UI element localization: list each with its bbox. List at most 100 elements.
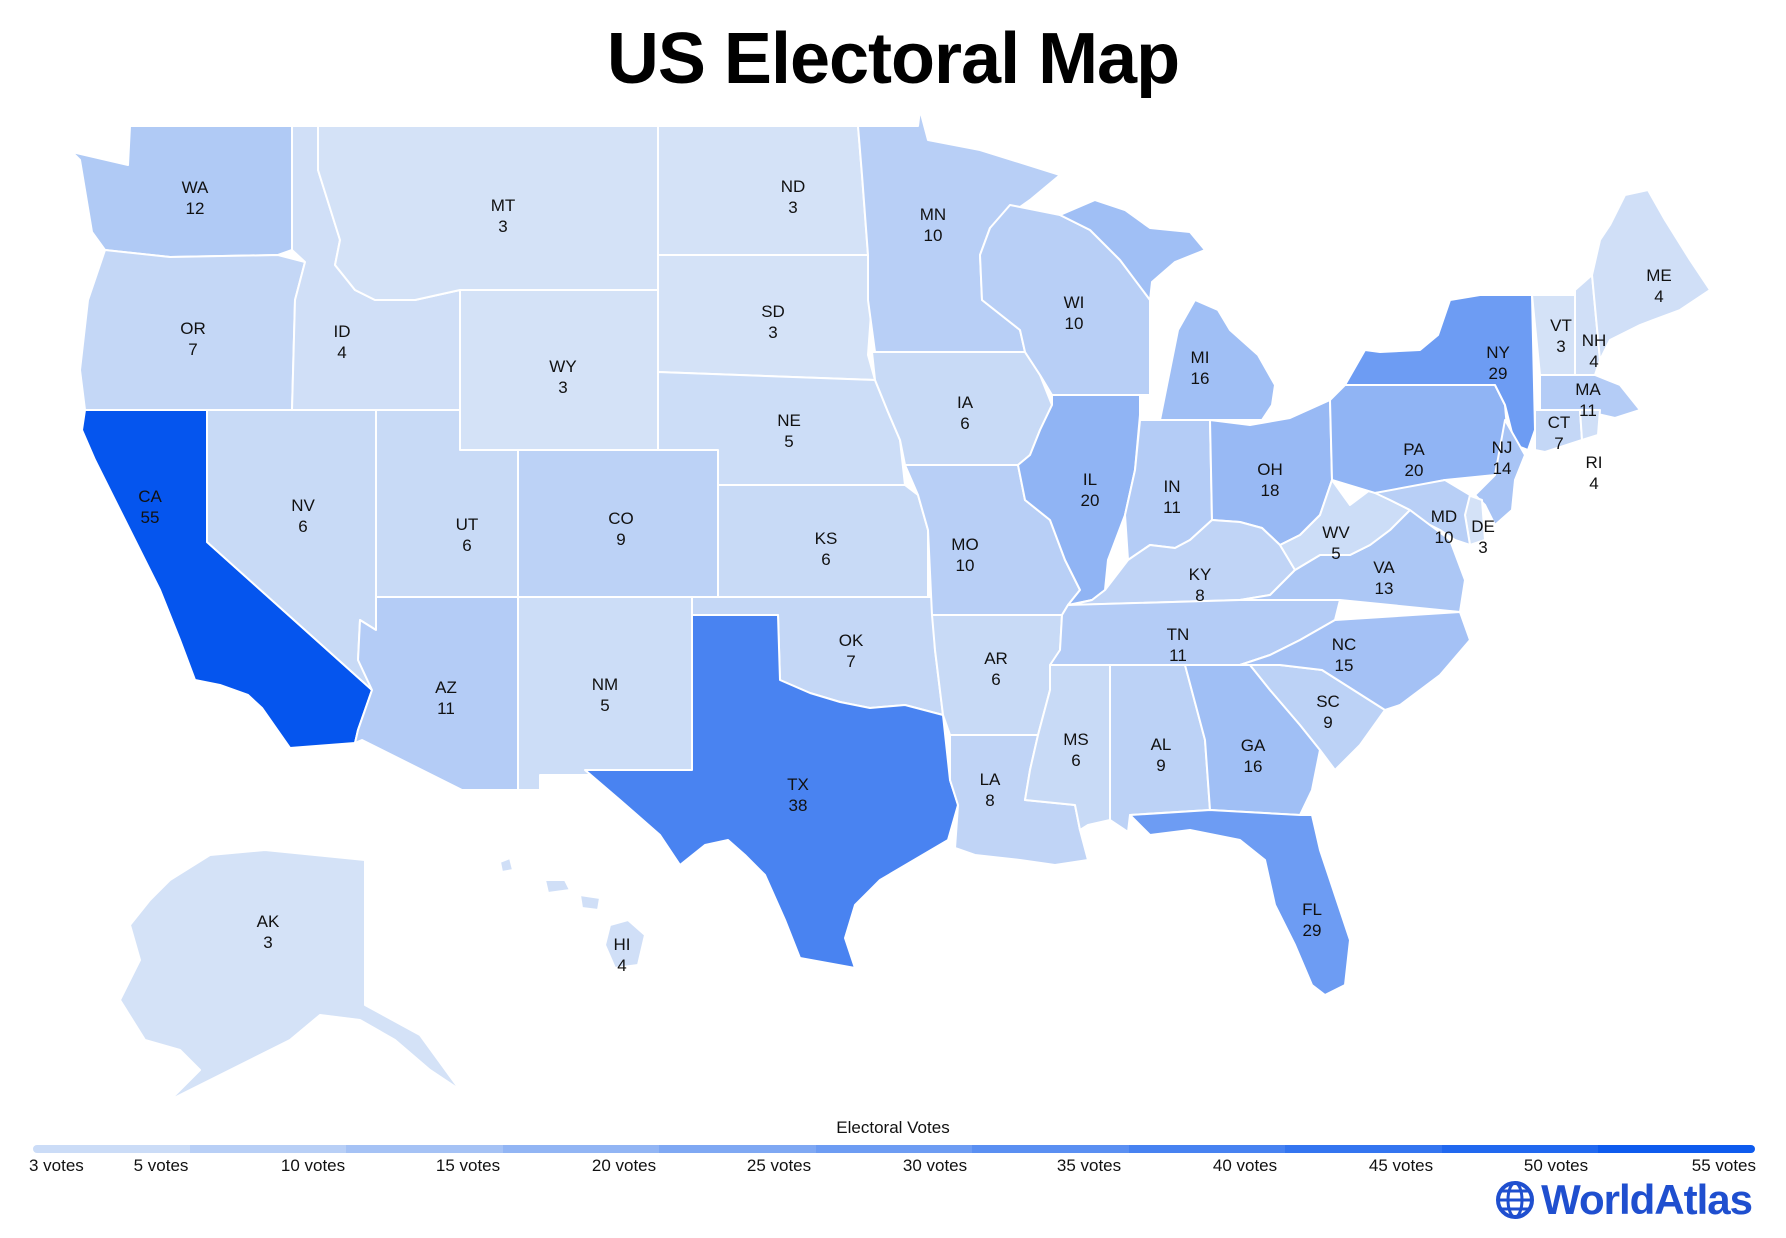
brand-name: WorldAtlas (1541, 1176, 1753, 1223)
state-votes-il: 20 (1081, 491, 1100, 510)
state-votes-mt: 3 (498, 217, 507, 236)
state-label-de: DE (1471, 517, 1495, 536)
state-label-wa: WA (182, 178, 209, 197)
state-label-va: VA (1373, 558, 1395, 577)
legend-tick: 10 votes (280, 1156, 346, 1175)
state-votes-sc: 9 (1323, 713, 1332, 732)
state-shape-ny[interactable] (1344, 294, 1536, 451)
legend-tick: 35 votes (1056, 1156, 1122, 1175)
state-label-wi: WI (1064, 293, 1085, 312)
legend-tick: 55 votes (1691, 1156, 1756, 1175)
state-votes-nd: 3 (788, 198, 797, 217)
state-votes-in: 11 (1163, 498, 1181, 517)
state-votes-ak: 3 (263, 933, 272, 952)
state-label-tx: TX (787, 775, 809, 794)
state-label-mo: MO (951, 535, 978, 554)
state-votes-ms: 6 (1071, 751, 1080, 770)
state-label-wv: WV (1322, 523, 1350, 542)
legend-title: Electoral Votes (836, 1118, 950, 1137)
state-votes-wv: 5 (1331, 544, 1340, 563)
state-shape-nc[interactable] (1239, 611, 1471, 711)
state-label-or: OR (180, 319, 206, 338)
state-shape-ak[interactable] (119, 849, 461, 1101)
state-label-sd: SD (761, 302, 785, 321)
state-label-az: AZ (435, 678, 457, 697)
state-label-in: IN (1164, 477, 1181, 496)
state-votes-ma: 11 (1579, 401, 1597, 420)
state-label-il: IL (1083, 470, 1097, 489)
state-shape-hi[interactable] (499, 857, 646, 969)
legend-segment (1128, 1145, 1286, 1153)
state-label-ok: OK (839, 631, 864, 650)
state-label-me: ME (1646, 266, 1672, 285)
state-votes-ar: 6 (991, 670, 1000, 689)
state-shape-mi[interactable] (1059, 199, 1276, 421)
state-label-pa: PA (1403, 440, 1425, 459)
state-label-co: CO (608, 509, 634, 528)
state-shape-md[interactable] (1374, 479, 1471, 546)
state-votes-ga: 16 (1244, 757, 1263, 776)
state-label-ct: CT (1548, 413, 1571, 432)
state-votes-ca: 55 (141, 508, 160, 527)
state-label-md: MD (1431, 507, 1457, 526)
state-label-wy: WY (549, 357, 576, 376)
state-shape-nj[interactable] (1474, 419, 1526, 526)
state-label-ma: MA (1575, 380, 1601, 399)
legend-segment (1598, 1145, 1755, 1153)
state-votes-ct: 7 (1554, 434, 1563, 453)
state-votes-ut: 6 (462, 536, 471, 555)
legend-segment (502, 1145, 660, 1153)
legend-color-bar (33, 1145, 1755, 1153)
state-votes-nm: 5 (600, 696, 609, 715)
state-label-ar: AR (984, 649, 1008, 668)
legend-tick: 15 votes (435, 1156, 501, 1175)
state-label-ut: UT (456, 515, 479, 534)
legend-tick-labels: 3 votes 5 votes 10 votes 15 votes 20 votes 25… (0, 1156, 1786, 1180)
state-label-al: AL (1151, 735, 1172, 754)
legend-tick: 40 votes (1212, 1156, 1278, 1175)
state-label-sc: SC (1316, 692, 1340, 711)
state-votes-ky: 8 (1195, 586, 1204, 605)
legend-segment (189, 1145, 347, 1153)
state-votes-ia: 6 (960, 414, 969, 433)
state-shape-me[interactable] (1591, 189, 1711, 361)
map-title: US Electoral Map (606, 19, 1180, 99)
state-shape-tx[interactable] (584, 614, 959, 969)
state-shape-vt[interactable] (1531, 294, 1576, 376)
state-label-oh: OH (1257, 460, 1283, 479)
state-votes-tn: 11 (1169, 646, 1187, 665)
legend-segment (972, 1145, 1129, 1153)
legend-tick: 3 votes (29, 1156, 84, 1175)
state-label-ne: NE (777, 411, 801, 430)
state-shape-ri[interactable] (1579, 409, 1601, 441)
state-shape-ct[interactable] (1534, 409, 1583, 453)
legend-segment (1285, 1145, 1442, 1153)
state-votes-wi: 10 (1065, 314, 1084, 333)
state-label-ny: NY (1486, 343, 1510, 362)
state-votes-nc: 15 (1335, 656, 1354, 675)
state-votes-mn: 10 (924, 226, 943, 245)
legend-segment (1441, 1145, 1599, 1153)
state-label-ms: MS (1063, 730, 1089, 749)
state-label-nd: ND (781, 177, 806, 196)
legend-segment (33, 1145, 190, 1153)
state-votes-al: 9 (1156, 756, 1165, 775)
state-votes-pa: 20 (1405, 461, 1424, 480)
legend-tick: 50 votes (1523, 1156, 1589, 1175)
state-votes-nj: 14 (1493, 459, 1512, 478)
state-votes-ne: 5 (784, 432, 793, 451)
state-label-fl: FL (1302, 900, 1322, 919)
legend-tick: 30 votes (902, 1156, 968, 1175)
state-shape-mt[interactable] (317, 125, 659, 301)
state-votes-fl: 29 (1303, 921, 1322, 940)
state-shape-nd[interactable] (657, 125, 869, 256)
state-votes-wa: 12 (186, 199, 205, 218)
state-votes-sd: 3 (768, 323, 777, 342)
state-votes-de: 3 (1478, 538, 1487, 557)
state-label-mi: MI (1191, 348, 1210, 367)
state-votes-me: 4 (1654, 287, 1663, 306)
legend-segment (659, 1145, 816, 1153)
state-votes-ny: 29 (1489, 364, 1508, 383)
state-shape-fl[interactable] (1129, 809, 1351, 996)
state-votes-mo: 10 (956, 556, 975, 575)
